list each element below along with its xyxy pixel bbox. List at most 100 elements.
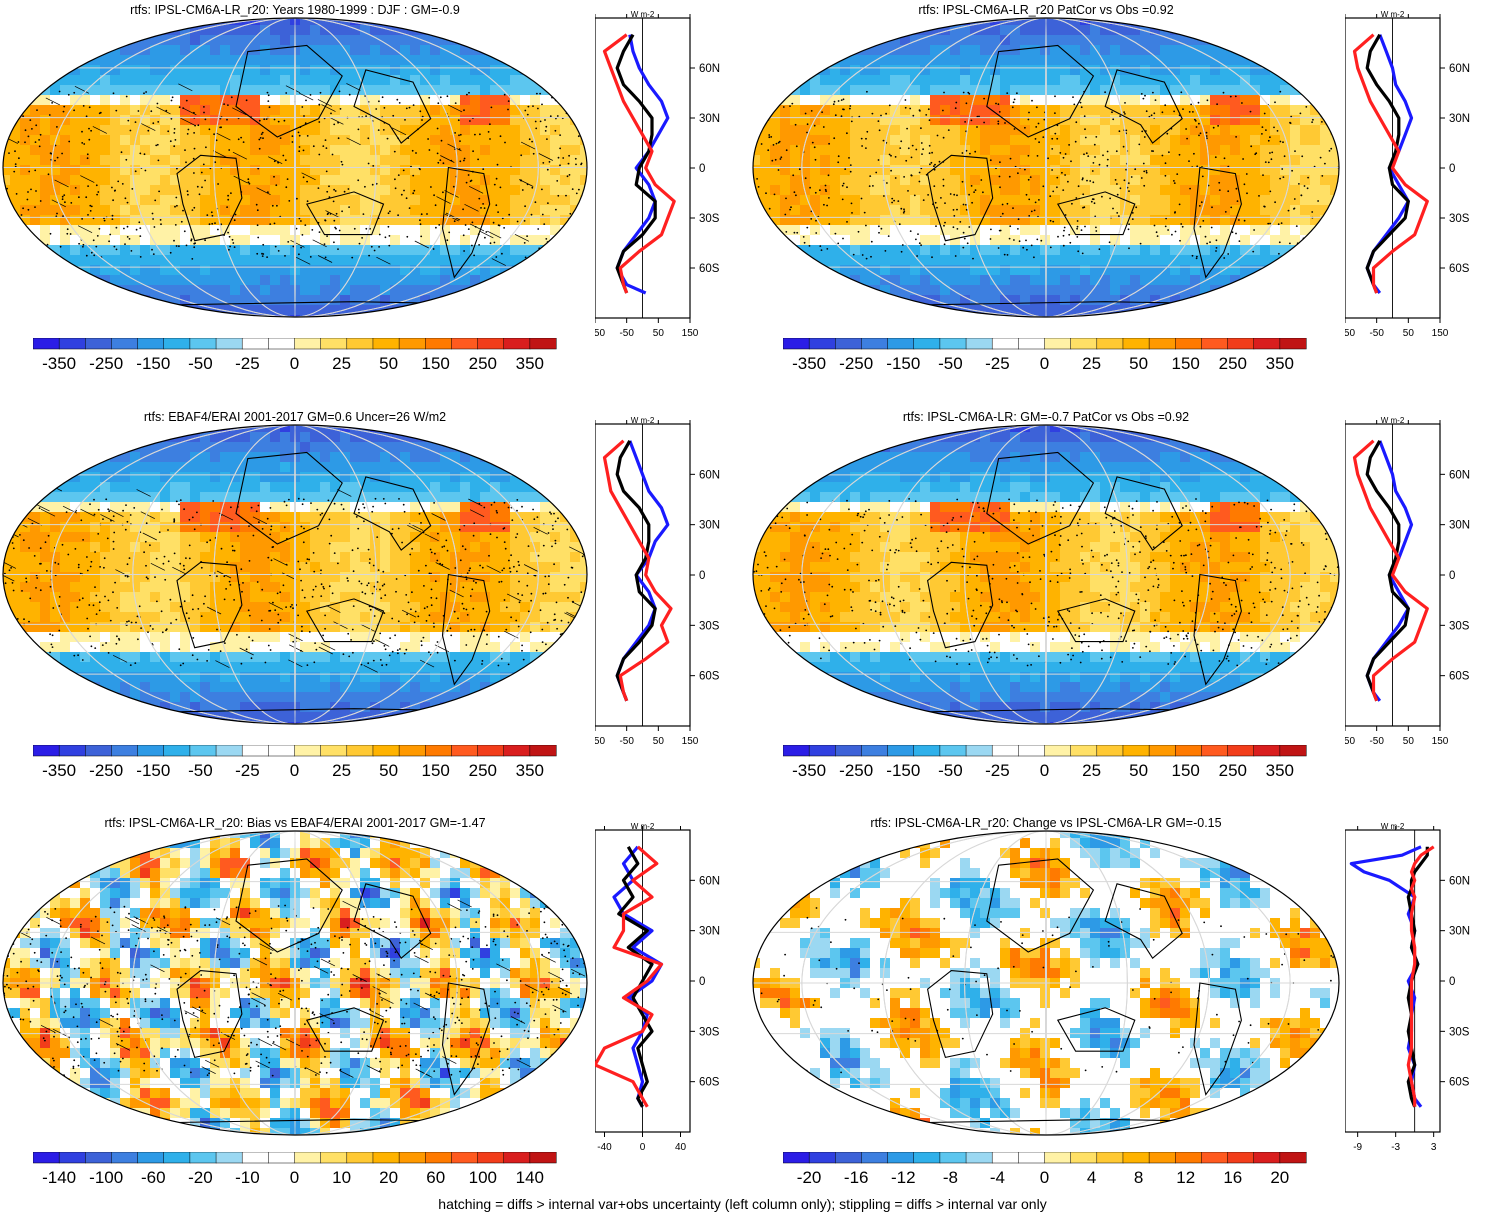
colorbar-label: -250 xyxy=(839,354,873,373)
zonal-series-line xyxy=(1406,845,1435,1107)
colorbar-swatch xyxy=(163,338,191,350)
colorbar-swatch xyxy=(1227,338,1255,350)
colorbar-label: -150 xyxy=(886,354,920,373)
colorbar-swatch xyxy=(503,745,531,757)
xtick-label: 150 xyxy=(1432,328,1449,339)
colorbar-swatch xyxy=(137,338,165,350)
map-field xyxy=(3,831,587,1135)
colorbar-swatch xyxy=(529,745,557,757)
colorbar-label: -12 xyxy=(891,1168,916,1187)
colorbar-swatch xyxy=(1227,745,1255,757)
colorbar-swatch xyxy=(808,745,836,757)
colorbar-swatch xyxy=(991,338,1019,350)
colorbar-label: 0 xyxy=(290,761,299,780)
colorbar-label: 20 xyxy=(1270,1168,1289,1187)
colorbar-swatch xyxy=(503,338,531,350)
map-plot xyxy=(2,17,588,318)
stippling xyxy=(3,497,587,667)
ytick-label: 30N xyxy=(1449,113,1470,125)
ytick-label: 60S xyxy=(1449,1077,1470,1089)
colorbar-label: 250 xyxy=(469,761,497,780)
colorbar-label: -10 xyxy=(235,1168,260,1187)
colorbar-swatch xyxy=(808,1152,836,1164)
colorbar-label: -8 xyxy=(943,1168,958,1187)
zonal-series-line xyxy=(1352,439,1429,702)
colorbar-swatch xyxy=(1175,745,1202,757)
colorbar: -350 -250 -150 -50 -25 0 25 50 150 250 350 xyxy=(33,745,557,780)
colorbar-swatch xyxy=(1070,338,1098,350)
panel-title: rtfs: IPSL-CM6A-LR_r20: Years 1980-1999 … xyxy=(130,3,460,17)
zonal-mean-plot: W m-2 60N 30N 0 30S 60S -150 -50 50 150 xyxy=(1345,416,1470,747)
xtick-label: -150 xyxy=(595,736,605,747)
colorbar-swatch xyxy=(861,745,889,757)
colorbar-label: -140 xyxy=(42,1168,76,1187)
xtick-label: -150 xyxy=(1345,736,1355,747)
colorbar-label: 350 xyxy=(1266,354,1294,373)
colorbar-label: 20 xyxy=(379,1168,398,1187)
zonal-mean-plot: W m-2 60N 30N 0 30S 60S -150 -50 50 150 xyxy=(595,416,720,747)
zonal-series-line xyxy=(617,846,654,1108)
colorbar-swatch xyxy=(320,1152,348,1164)
colorbar-label: -350 xyxy=(42,761,76,780)
colorbar-swatch xyxy=(425,338,452,350)
colorbar-swatch xyxy=(939,1152,967,1164)
ytick-label: 0 xyxy=(1449,976,1455,988)
colorbar-label: 250 xyxy=(1219,761,1247,780)
colorbar-swatch xyxy=(1201,1152,1229,1164)
ytick-label: 60N xyxy=(1449,469,1470,481)
colorbar-swatch xyxy=(1018,745,1046,757)
colorbar-label: -25 xyxy=(235,761,260,780)
colorbar-swatch xyxy=(85,1152,112,1164)
colorbar-label: -50 xyxy=(938,354,963,373)
colorbar-swatch xyxy=(425,745,452,757)
colorbar-label: 0 xyxy=(1040,354,1049,373)
xtick-label: -50 xyxy=(619,328,634,339)
ytick-label: 0 xyxy=(1449,570,1455,582)
colorbar-swatch xyxy=(320,338,348,350)
colorbar-swatch xyxy=(189,745,217,757)
colorbar-label: 50 xyxy=(379,354,398,373)
panel-title: rtfs: IPSL-CM6A-LR_r20 PatCor vs Obs =0.… xyxy=(918,3,1174,17)
colorbar-swatch xyxy=(991,1152,1019,1164)
ytick-label: 30S xyxy=(699,620,720,632)
colorbar-swatch xyxy=(215,1152,243,1164)
map-field xyxy=(3,18,587,317)
zonal-series-line xyxy=(615,33,657,294)
ytick-label: 30S xyxy=(1449,213,1470,225)
colorbar-label: 0 xyxy=(290,1168,299,1187)
colorbar-label: 16 xyxy=(1223,1168,1242,1187)
colorbar-label: 4 xyxy=(1087,1168,1096,1187)
colorbar-swatch xyxy=(887,1152,915,1164)
colorbar-swatch xyxy=(887,745,915,757)
colorbar-label: -25 xyxy=(985,761,1010,780)
colorbar-label: 350 xyxy=(516,354,544,373)
colorbar-label: -50 xyxy=(938,761,963,780)
colorbar-label: -250 xyxy=(89,761,123,780)
colorbar-swatch xyxy=(111,745,139,757)
colorbar-swatch xyxy=(1279,338,1307,350)
panel-title: rtfs: IPSL-CM6A-LR: GM=-0.7 PatCor vs Ob… xyxy=(902,410,1190,424)
colorbar-swatch xyxy=(33,745,60,757)
colorbar-label: -150 xyxy=(136,354,170,373)
colorbar-swatch xyxy=(398,338,426,350)
colorbar-label: -4 xyxy=(990,1168,1005,1187)
colorbar-label: 150 xyxy=(422,354,450,373)
colorbar-swatch xyxy=(1201,338,1229,350)
xtick-label: 0 xyxy=(640,1142,646,1153)
colorbar-swatch xyxy=(1122,745,1150,757)
colorbar: -350 -250 -150 -50 -25 0 25 50 150 250 350 xyxy=(783,745,1307,780)
zonal-series-line xyxy=(602,33,676,294)
colorbar-swatch xyxy=(215,745,243,757)
colorbar-label: -25 xyxy=(235,354,260,373)
colorbar-swatch xyxy=(346,745,374,757)
ytick-label: 0 xyxy=(1449,163,1455,175)
xtick-label: 50 xyxy=(653,736,665,747)
colorbar: -350 -250 -150 -50 -25 0 25 50 150 250 350 xyxy=(783,338,1307,373)
colorbar-swatch xyxy=(1122,338,1150,350)
colorbar-label: -150 xyxy=(886,761,920,780)
map-border xyxy=(2,17,588,318)
colorbar-label: -350 xyxy=(792,761,826,780)
zonal-series-line xyxy=(595,845,664,1108)
zonal-series-line xyxy=(1365,33,1410,294)
